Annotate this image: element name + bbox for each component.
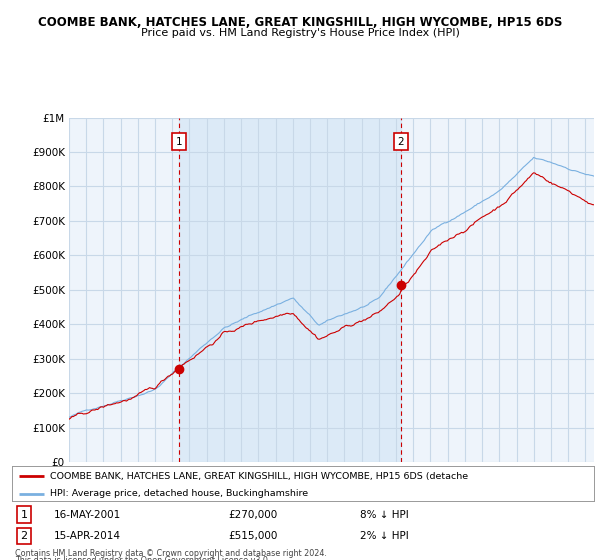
Text: 1: 1 (20, 510, 28, 520)
Text: £270,000: £270,000 (228, 510, 277, 520)
Text: 2: 2 (20, 531, 28, 541)
Text: 2: 2 (398, 137, 404, 147)
Bar (179, 118, 401, 462)
Text: £515,000: £515,000 (228, 531, 277, 541)
Text: Contains HM Land Registry data © Crown copyright and database right 2024.: Contains HM Land Registry data © Crown c… (15, 549, 327, 558)
Text: 2% ↓ HPI: 2% ↓ HPI (360, 531, 409, 541)
Text: 16-MAY-2001: 16-MAY-2001 (54, 510, 121, 520)
Text: 15-APR-2014: 15-APR-2014 (54, 531, 121, 541)
Text: This data is licensed under the Open Government Licence v3.0.: This data is licensed under the Open Gov… (15, 556, 271, 560)
Text: COOMBE BANK, HATCHES LANE, GREAT KINGSHILL, HIGH WYCOMBE, HP15 6DS: COOMBE BANK, HATCHES LANE, GREAT KINGSHI… (38, 16, 562, 29)
Text: 1: 1 (175, 137, 182, 147)
Text: COOMBE BANK, HATCHES LANE, GREAT KINGSHILL, HIGH WYCOMBE, HP15 6DS (detache: COOMBE BANK, HATCHES LANE, GREAT KINGSHI… (50, 472, 468, 480)
Text: 8% ↓ HPI: 8% ↓ HPI (360, 510, 409, 520)
Text: Price paid vs. HM Land Registry's House Price Index (HPI): Price paid vs. HM Land Registry's House … (140, 28, 460, 38)
Text: HPI: Average price, detached house, Buckinghamshire: HPI: Average price, detached house, Buck… (50, 489, 308, 498)
